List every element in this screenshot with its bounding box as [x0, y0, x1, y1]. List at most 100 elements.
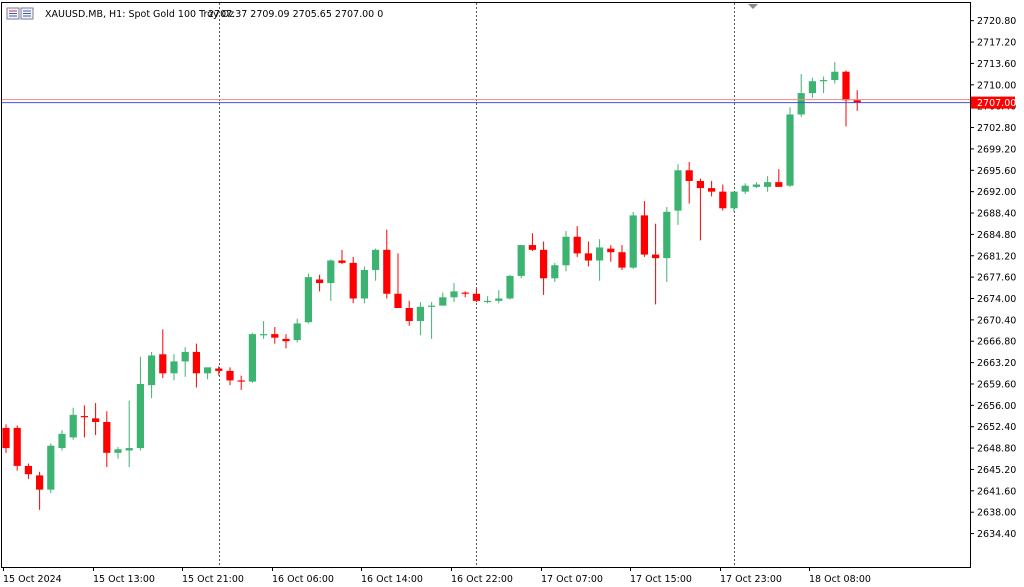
candle-body	[372, 249, 380, 271]
candle-body	[741, 185, 749, 192]
candle	[674, 164, 682, 225]
y-tick-label: 2684.80	[977, 230, 1016, 241]
candle	[2, 424, 10, 453]
candle	[260, 321, 268, 339]
candle	[831, 62, 839, 84]
candle	[652, 223, 660, 305]
y-tick-label: 2674.00	[977, 294, 1016, 305]
candle	[540, 241, 548, 295]
time-axis[interactable]: 15 Oct 2024 15 Oct 13:00 15 Oct 21:00 16 Oc…	[3, 567, 871, 585]
candle-body	[708, 188, 716, 192]
candle	[730, 191, 738, 212]
y-tick-label: 2656.00	[977, 401, 1016, 412]
candle	[103, 411, 111, 468]
triangle-down-icon[interactable]	[748, 4, 758, 9]
candle	[360, 266, 368, 304]
candle	[192, 343, 200, 388]
current-price-tag	[971, 96, 1015, 109]
candle-body	[181, 351, 189, 362]
candle	[36, 471, 44, 510]
y-tick-label: 2702.80	[977, 123, 1016, 134]
candle-body	[383, 249, 391, 294]
candle-body	[349, 262, 357, 299]
candle-body	[472, 293, 480, 301]
candle	[13, 425, 21, 471]
candle	[584, 241, 592, 267]
candle-body	[338, 260, 346, 263]
candle	[551, 262, 559, 282]
candle-body	[439, 297, 447, 306]
y-tick-label: 2713.60	[977, 59, 1016, 70]
candle-body	[842, 71, 850, 101]
y-tick-label: 2638.00	[977, 508, 1016, 519]
candle	[495, 290, 503, 304]
y-tick-label: 2717.20	[977, 38, 1016, 49]
candles	[2, 62, 861, 510]
candle-body	[215, 368, 223, 371]
candle-body	[282, 338, 290, 342]
candle	[775, 169, 783, 187]
y-tick-label: 2677.60	[977, 273, 1016, 284]
price-lines	[2, 99, 970, 104]
candle-body	[394, 293, 402, 308]
candle	[517, 245, 525, 279]
x-tick-label: 15 Oct 21:00	[182, 574, 244, 585]
candle-body	[820, 80, 828, 82]
candle	[349, 256, 357, 304]
candle	[226, 367, 234, 386]
candle	[719, 184, 727, 211]
candle-body	[237, 380, 245, 382]
menu-lines-icon[interactable]	[20, 7, 34, 20]
candle	[696, 178, 704, 241]
candle	[215, 366, 223, 376]
candle-body	[484, 300, 492, 303]
candle	[562, 230, 570, 272]
candle-body	[92, 418, 100, 422]
y-tick-label: 2634.40	[977, 529, 1016, 540]
candle	[416, 302, 424, 336]
candle	[808, 77, 816, 98]
candle-body	[696, 180, 704, 189]
candle-body	[775, 182, 783, 187]
y-tick-label: 2670.40	[977, 315, 1016, 326]
candle	[461, 291, 469, 298]
current-price-label: 2707.00	[977, 98, 1016, 109]
candle	[685, 161, 693, 204]
candle-body	[495, 298, 503, 301]
chart-frame	[1, 2, 971, 568]
candle	[472, 288, 480, 303]
candle-body	[607, 248, 615, 253]
candle-body	[260, 334, 268, 336]
candle-body	[69, 414, 77, 438]
candle-body	[36, 475, 44, 490]
candle-body	[271, 334, 279, 338]
candle-body	[47, 445, 55, 490]
y-tick-label: 2648.80	[977, 444, 1016, 455]
candle	[708, 180, 716, 197]
candle-body	[428, 305, 436, 307]
candle	[640, 201, 648, 257]
candle-body	[685, 170, 693, 181]
candle-body	[204, 367, 212, 374]
candle	[842, 70, 850, 127]
y-tick-label: 2699.20	[977, 144, 1016, 155]
x-tick-label: 15 Oct 2024	[3, 574, 62, 585]
candle	[663, 207, 671, 282]
candle-body	[136, 383, 144, 449]
candle	[92, 402, 100, 436]
candle	[181, 347, 189, 377]
candle-body	[58, 433, 66, 449]
y-tick-label: 2645.20	[977, 465, 1016, 476]
menu-lines-icon[interactable]	[6, 7, 20, 20]
candle-body	[640, 215, 648, 255]
candle-body	[652, 254, 660, 259]
candle-body	[80, 416, 88, 418]
candle	[316, 274, 324, 292]
candle-body	[125, 448, 133, 451]
candle	[629, 211, 637, 269]
candle-body	[170, 361, 178, 374]
candle-body	[584, 253, 592, 261]
price-axis[interactable]: 2720.802717.202713.602710.002706.402702.…	[970, 16, 1016, 540]
candle	[204, 367, 212, 380]
